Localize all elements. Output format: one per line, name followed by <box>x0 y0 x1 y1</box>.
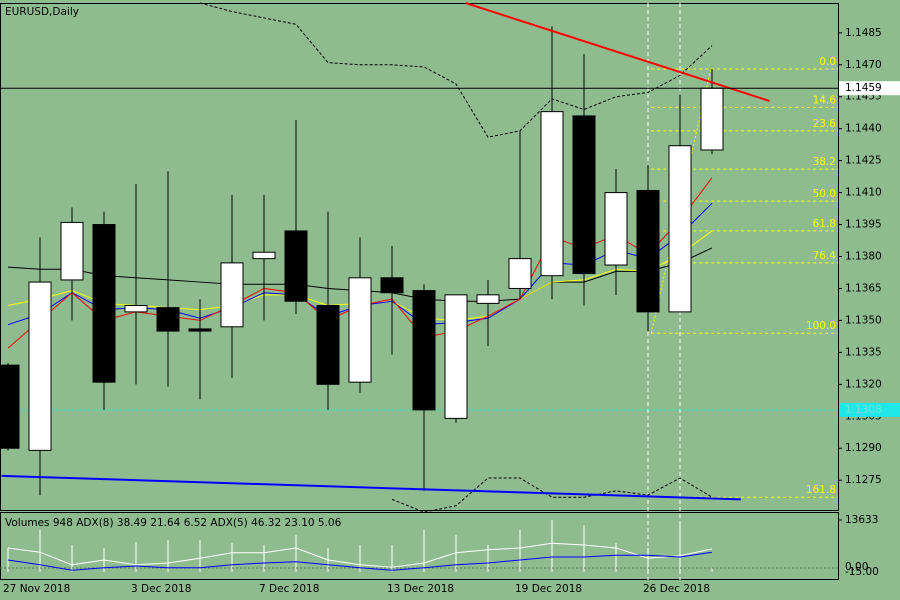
candle-body <box>92 224 116 383</box>
y-tick-label: 1.1275 <box>845 474 882 486</box>
y-tick-label: 1.1380 <box>845 251 882 263</box>
candle-body <box>668 145 692 313</box>
adx-line <box>7 542 713 568</box>
current-price-label: 1.1459 <box>845 82 882 94</box>
candle-body <box>28 281 52 451</box>
alert-box <box>839 402 900 417</box>
fib-label: 0.0 <box>819 56 836 68</box>
x-tick-label: 26 Dec 2018 <box>643 583 710 595</box>
candle-body <box>0 364 20 449</box>
fib-label: 161.8 <box>806 484 836 496</box>
indicator-label: Volumes 948 ADX(8) 38.49 21.64 6.52 ADX(… <box>5 517 342 529</box>
y-tick-label: 1.1470 <box>845 59 882 71</box>
y-tick-label: 1.1335 <box>845 346 882 358</box>
candle-body <box>572 115 596 275</box>
candle-body <box>284 230 308 302</box>
adx-label: 0.00 <box>845 561 868 573</box>
candle-body <box>156 307 180 332</box>
x-tick-label: 19 Dec 2018 <box>515 583 582 595</box>
trendline <box>465 2 770 102</box>
candle-body <box>188 328 212 332</box>
candle-body <box>700 87 724 151</box>
y-tick-label: 1.1365 <box>845 282 882 294</box>
fib-label: 50.0 <box>813 188 836 200</box>
fib-label: 76.4 <box>813 250 837 262</box>
candle-body <box>60 221 84 281</box>
fib-label: 61.8 <box>813 218 836 230</box>
candle-body <box>604 192 628 266</box>
candle-body <box>124 304 148 313</box>
adx-label: -15.00 <box>845 566 879 578</box>
x-tick-label: 3 Dec 2018 <box>131 583 191 595</box>
indicator-line <box>199 2 713 138</box>
candle-body <box>540 111 564 277</box>
y-tick-label: 1.1395 <box>845 219 882 231</box>
candle-body <box>348 277 372 383</box>
candle-body <box>444 294 468 419</box>
y-tick-label: 1.1425 <box>845 155 882 167</box>
y-tick-label: 1.1320 <box>845 378 882 390</box>
y-tick-label: 1.1485 <box>845 27 882 39</box>
fib-label: 14.6 <box>813 94 837 106</box>
candle-body <box>316 304 340 385</box>
fib-label: 23.6 <box>813 118 837 130</box>
x-tick-label: 27 Nov 2018 <box>3 583 70 595</box>
fib-label: 100.0 <box>806 320 836 332</box>
candle-body <box>476 294 500 304</box>
current-price-box <box>839 81 900 96</box>
x-tick-label: 13 Dec 2018 <box>387 583 454 595</box>
main-pane <box>0 3 839 511</box>
x-tick-label: 7 Dec 2018 <box>259 583 319 595</box>
trendline <box>1 474 741 501</box>
candle-body <box>636 189 660 313</box>
y-tick-label: 1.1440 <box>845 123 882 135</box>
candle-body <box>220 262 244 328</box>
chart-title: EURUSD,Daily <box>5 6 79 18</box>
candle-body <box>508 258 532 289</box>
y-tick-label: 1.1410 <box>845 187 882 199</box>
indicator-line <box>391 477 713 513</box>
fib-label: 38.2 <box>813 156 836 168</box>
candle-body <box>380 277 404 294</box>
alert-label: 1.1308 <box>845 404 882 416</box>
y-tick-label: 1.1290 <box>845 442 882 454</box>
adx-line <box>7 551 713 571</box>
volume-tick-label: 13633 <box>845 514 878 526</box>
lower-pane <box>0 512 839 580</box>
candle-body <box>252 251 276 260</box>
y-tick-label: 1.1350 <box>845 314 882 326</box>
candle-body <box>412 290 436 411</box>
